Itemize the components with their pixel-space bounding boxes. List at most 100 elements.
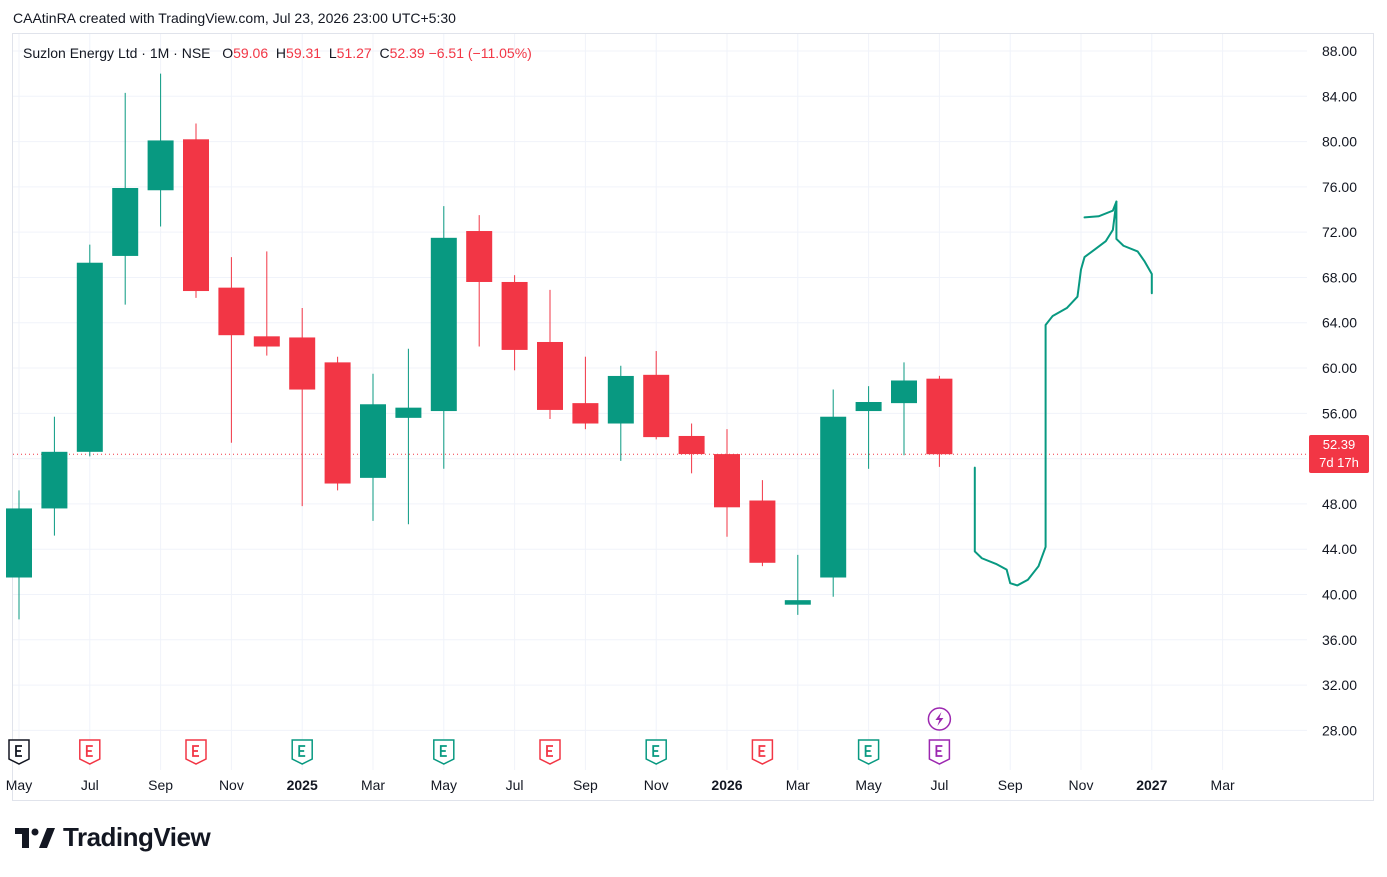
x-tick-label: Jul: [930, 777, 948, 793]
candle: [678, 423, 705, 474]
dividend-lightning-icon[interactable]: [927, 707, 952, 731]
earnings-icon[interactable]: [79, 739, 101, 765]
earnings-icon-shape: [8, 739, 30, 765]
candle-body: [6, 508, 32, 578]
low-label: L: [328, 45, 337, 61]
earnings-icon[interactable]: [291, 739, 313, 765]
x-tick-label: Jul: [506, 777, 524, 793]
earnings-icon[interactable]: [751, 739, 774, 765]
earnings-icon[interactable]: [8, 739, 30, 765]
earnings-icon-shape: [539, 739, 561, 765]
candle: [76, 244, 103, 457]
earnings-icon[interactable]: [433, 739, 455, 765]
y-tick-label: 36.00: [1322, 632, 1357, 648]
tradingview-logo-icon: [15, 827, 55, 848]
candle: [6, 490, 32, 620]
candle-body: [537, 341, 563, 410]
earnings-icon-shape: [751, 739, 774, 765]
candle: [820, 389, 847, 597]
earnings-icon-shape: [185, 739, 207, 765]
candle-body: [147, 140, 174, 191]
footer-logo[interactable]: TradingView: [15, 822, 211, 853]
earnings-icon[interactable]: [928, 739, 951, 765]
candle: [395, 348, 422, 525]
earnings-icon-glyph: [439, 745, 447, 757]
candle: [855, 386, 882, 469]
y-tick-label: 84.00: [1322, 88, 1357, 104]
candle-body: [112, 187, 139, 256]
candle-body: [784, 600, 811, 605]
y-tick-label: 68.00: [1322, 269, 1357, 285]
x-tick-label: Mar: [786, 777, 810, 793]
x-tick-label: Sep: [148, 777, 173, 793]
y-tick-label: 64.00: [1322, 315, 1357, 331]
candle-body: [76, 262, 103, 452]
chart-frame: [12, 33, 1374, 801]
x-tick-label: Sep: [998, 777, 1023, 793]
x-tick-label: Sep: [573, 777, 598, 793]
x-tick-label: Nov: [644, 777, 669, 793]
candle-body: [926, 378, 953, 455]
earnings-icon[interactable]: [857, 739, 880, 765]
candle: [537, 289, 563, 419]
brand-name: TradingView: [63, 822, 211, 852]
close-value: 52.39: [389, 45, 425, 61]
candle: [643, 351, 670, 440]
y-tick-label: 56.00: [1322, 405, 1357, 421]
low-value: 51.27: [336, 45, 372, 61]
y-tick-label: 44.00: [1322, 541, 1357, 557]
last-price-value: 52.39: [1322, 437, 1356, 452]
x-tick-label: May: [6, 777, 32, 793]
candle-body: [253, 336, 280, 347]
candle: [466, 215, 493, 347]
earnings-icon-shape: [79, 739, 101, 765]
candle: [572, 356, 599, 430]
earnings-icon[interactable]: [539, 739, 561, 765]
projection-peak-hook: [1083, 200, 1118, 219]
symbol-name: Suzlon Energy Ltd · 1M · NSE: [23, 45, 211, 61]
x-tick-label: Jul: [81, 777, 99, 793]
x-tick-label: 2026: [711, 777, 742, 793]
open-value: 59.06: [233, 45, 269, 61]
candle-body: [501, 281, 528, 350]
change-value: −6.51 (−11.05%): [428, 45, 532, 61]
high-label: H: [275, 45, 287, 61]
candle-body: [820, 416, 847, 578]
earnings-icon-glyph: [864, 745, 872, 757]
earnings-icon[interactable]: [185, 739, 207, 765]
drawing-projection: [973, 200, 1153, 587]
candle-body: [891, 380, 917, 404]
candle: [41, 416, 68, 536]
x-tick-label: Nov: [1069, 777, 1094, 793]
candle-body: [572, 403, 599, 424]
candle-body: [395, 407, 422, 418]
candle-body: [749, 500, 776, 563]
earnings-icon-glyph: [935, 745, 943, 757]
candle-body: [607, 375, 634, 424]
earnings-icon-glyph: [758, 745, 766, 757]
candle-body: [218, 287, 245, 336]
earnings-icon-shape: [645, 739, 667, 765]
earnings-icon[interactable]: [645, 739, 667, 765]
earnings-icon-shape: [928, 739, 951, 765]
time-axis: May Jul Sep Nov 2025 Mar May Jul Sep Nov 2026 Mar Ma…: [6, 777, 1235, 793]
open-label: O: [222, 45, 234, 61]
x-tick-label: May: [431, 777, 457, 793]
candle-body: [430, 237, 457, 412]
earnings-icon-shape: [291, 739, 313, 765]
candle: [501, 275, 528, 371]
candle-body: [714, 454, 740, 508]
symbol-legend[interactable]: Suzlon Energy Ltd · 1M · NSE O59.06 H59.…: [23, 45, 532, 61]
candles: [6, 73, 953, 620]
candle: [289, 308, 316, 507]
x-tick-label: 2027: [1136, 777, 1167, 793]
y-tick-label: 60.00: [1322, 360, 1357, 376]
candle-body: [643, 374, 670, 438]
chart-attribution: CAAtinRA created with TradingView.com, J…: [13, 10, 456, 26]
y-tick-label: 32.00: [1322, 677, 1357, 693]
candle: [183, 123, 209, 298]
candle: [749, 480, 776, 567]
y-tick-label: 88.00: [1322, 43, 1357, 59]
candle: [147, 73, 174, 227]
